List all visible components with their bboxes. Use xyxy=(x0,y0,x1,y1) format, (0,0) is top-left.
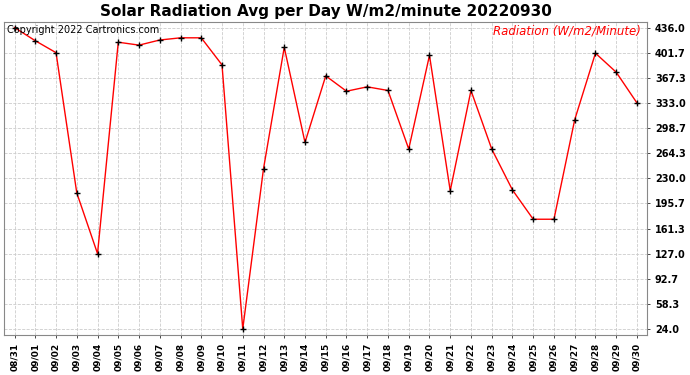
Text: Radiation (W/m2/Minute): Radiation (W/m2/Minute) xyxy=(493,25,641,38)
Text: Copyright 2022 Cartronics.com: Copyright 2022 Cartronics.com xyxy=(8,25,159,35)
Title: Solar Radiation Avg per Day W/m2/minute 20220930: Solar Radiation Avg per Day W/m2/minute … xyxy=(100,4,552,19)
